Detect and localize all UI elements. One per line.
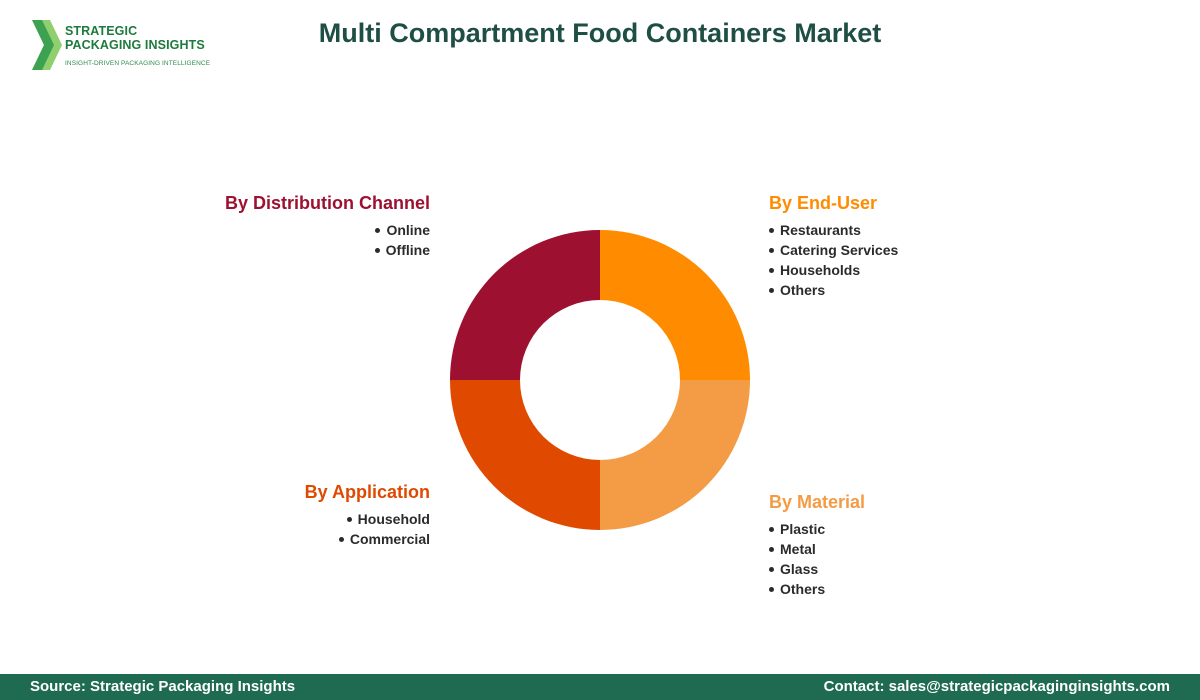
bullet-icon (346, 516, 352, 522)
donut-slice-by-distribution-channel (450, 230, 600, 380)
logo-name-line2: PACKAGING INSIGHTS (65, 38, 205, 52)
bullet-icon (769, 546, 774, 552)
segment-item-label: Others (780, 581, 826, 597)
bullet-icon (769, 247, 774, 253)
segment-item: Restaurants (769, 220, 898, 240)
bullet-icon (769, 566, 774, 572)
bullet-icon (769, 227, 774, 233)
segment-items: Restaurants Catering Services Households Ot… (769, 220, 898, 300)
segment-item-label: Offline (385, 242, 430, 258)
bullet-icon (375, 227, 381, 233)
segment-item-label: Plastic (780, 521, 826, 537)
segment-item: Metal (769, 539, 865, 559)
donut-slice-by-material (600, 380, 750, 530)
segment-item: Plastic (769, 519, 865, 539)
segment-end-user: By End-User Restaurants Catering Services… (769, 193, 898, 300)
footer-bar: Source: Strategic Packaging Insights Con… (0, 674, 1200, 700)
footer-contact[interactable]: Contact: sales@strategicpackaginginsight… (823, 678, 1170, 695)
segment-heading: By End-User (769, 193, 878, 213)
segment-items: Plastic Metal Glass Others (769, 519, 865, 599)
segment-item-label: Others (780, 282, 826, 298)
segment-item: Glass (769, 559, 865, 579)
segment-item: Online (225, 220, 430, 240)
bullet-icon (769, 267, 774, 273)
segment-item-label: Metal (780, 541, 816, 557)
donut-slice-by-application (450, 380, 600, 530)
segment-item: Others (769, 579, 865, 599)
segment-heading: By Distribution Channel (224, 193, 430, 213)
segment-item-label: Restaurants (780, 222, 861, 238)
bullet-icon (374, 247, 380, 253)
segment-item-label: Households (780, 262, 861, 278)
segment-items: Household Commercial (305, 509, 430, 549)
segment-item: Commercial (305, 529, 430, 549)
segment-item-label: Glass (780, 561, 819, 577)
segment-items: Online Offline (225, 220, 430, 260)
bullet-icon (769, 526, 774, 532)
bullet-icon (769, 586, 774, 592)
segment-heading: By Material (769, 492, 866, 512)
footer-source: Source: Strategic Packaging Insights (30, 678, 296, 695)
segment-item: Households (769, 260, 898, 280)
donut-slice-by-end-user (600, 230, 750, 380)
segment-application: By Application Household Commercial (305, 482, 430, 549)
segment-heading: By Application (304, 482, 430, 502)
segment-item-label: Catering Services (780, 242, 899, 258)
segment-item: Offline (225, 240, 430, 260)
logo-tagline: INSIGHT-DRIVEN PACKAGING INTELLIGENCE (65, 60, 211, 67)
segment-item-label: Household (357, 511, 430, 527)
segment-distribution-channel: By Distribution Channel Online Offline (225, 193, 430, 260)
segment-item-label: Online (386, 222, 430, 238)
logo-name-line1: STRATEGIC (65, 24, 138, 38)
company-logo: STRATEGIC PACKAGING INSIGHTS INSIGHT-DRI… (28, 18, 210, 74)
segment-material: By Material Plastic Metal Glass Others (769, 492, 865, 599)
logo-chevron-icon (32, 20, 62, 70)
segment-item: Household (305, 509, 430, 529)
bullet-icon (769, 287, 774, 293)
chart-title: Multi Compartment Food Containers Market (318, 18, 882, 48)
segment-item: Catering Services (769, 240, 898, 260)
segment-item-label: Commercial (349, 531, 430, 547)
segment-item: Others (769, 280, 898, 300)
bullet-icon (338, 536, 344, 542)
